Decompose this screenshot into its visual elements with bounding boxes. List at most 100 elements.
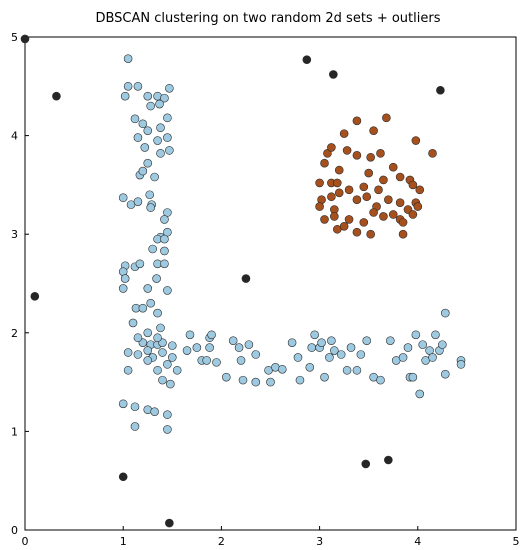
scatter-point: [352, 151, 362, 160]
scatter-point: [150, 407, 159, 416]
scatter-point: [158, 348, 167, 357]
scatter-point: [415, 185, 425, 195]
scatter-point: [205, 343, 214, 352]
scatter-point: [334, 188, 344, 198]
chart-title: DBSCAN clustering on two random 2d sets …: [95, 11, 440, 26]
scatter-point: [376, 149, 385, 158]
scatter-point: [359, 182, 369, 192]
scatter-point: [408, 180, 418, 190]
scatter-point: [411, 330, 421, 340]
scatter-point: [228, 336, 238, 345]
scatter-point: [244, 340, 254, 349]
scatter-point: [315, 202, 324, 211]
scatter-point: [344, 215, 354, 224]
scatter-point: [408, 210, 418, 219]
scatter-point: [364, 168, 374, 178]
scatter-point: [128, 318, 138, 328]
scatter-point: [156, 149, 165, 158]
x-tick-label: 3: [316, 535, 323, 548]
scatter-point: [266, 377, 275, 387]
scatter-point: [366, 229, 375, 239]
y-tick-label: 5: [11, 31, 18, 44]
scatter-point: [160, 246, 169, 256]
scatter-point: [133, 350, 143, 359]
scatter-point: [362, 192, 372, 202]
scatter-point: [143, 328, 153, 338]
scatter-point: [352, 365, 362, 375]
scatter-point: [431, 330, 440, 340]
scatter-point: [120, 274, 130, 283]
scatter-point: [277, 364, 287, 374]
scatter-point: [143, 126, 153, 135]
scatter-point: [153, 333, 162, 343]
x-tick-label: 0: [22, 535, 29, 548]
scatter-point: [398, 353, 408, 362]
scatter-point: [118, 284, 128, 293]
scatter-point: [123, 348, 133, 357]
scatter-point: [415, 389, 425, 399]
scatter-point: [352, 195, 362, 204]
scatter-point: [403, 343, 413, 352]
scatter-point: [382, 113, 391, 123]
scatter-point: [138, 303, 148, 313]
scatter-point: [339, 129, 349, 138]
scatter-point: [251, 377, 261, 387]
scatter-point: [342, 146, 352, 155]
scatter-point: [395, 172, 405, 182]
scatter-point: [398, 218, 408, 227]
scatter-point: [160, 215, 169, 224]
scatter-point: [207, 330, 216, 340]
scatter-point: [384, 195, 393, 204]
scatter-point: [160, 234, 169, 244]
scatter-point: [408, 372, 418, 382]
scatter-point: [342, 365, 352, 375]
scatter-point: [30, 292, 40, 301]
scatter-point: [20, 34, 30, 44]
scatter-point: [52, 91, 61, 101]
scatter-point: [133, 82, 143, 91]
scatter-point: [251, 350, 261, 359]
scatter-point: [138, 166, 148, 176]
scatter-points: [20, 34, 466, 528]
scatter-point: [163, 286, 172, 295]
scatter-point: [153, 365, 162, 375]
scatter-point: [146, 101, 155, 111]
scatter-point: [118, 399, 128, 409]
scatter-point: [118, 472, 128, 482]
scatter-point: [202, 356, 211, 365]
scatter-point: [156, 123, 165, 133]
scatter-point: [379, 175, 388, 185]
scatter-point: [330, 346, 339, 355]
scatter-point: [238, 375, 248, 385]
scatter-point: [163, 360, 172, 369]
scatter-point: [130, 402, 140, 412]
scatter-point: [295, 375, 305, 385]
scatter-point: [456, 360, 466, 369]
x-tick-label: 1: [120, 535, 127, 548]
x-axis: 0 1 2 3 4 5: [22, 526, 520, 548]
scatter-point: [376, 375, 385, 385]
x-tick-label: 2: [218, 535, 225, 548]
scatter-point: [130, 114, 140, 124]
scatter-point: [135, 259, 145, 269]
scatter-point: [236, 356, 246, 365]
scatter-point: [310, 330, 319, 340]
scatter-point: [156, 323, 165, 333]
scatter-point: [155, 99, 164, 109]
scatter-point: [428, 353, 437, 362]
scatter-point: [315, 178, 324, 188]
scatter-point: [388, 210, 398, 219]
scatter-point: [440, 308, 450, 318]
scatter-point: [428, 149, 437, 158]
scatter-point: [418, 340, 428, 349]
scatter-point: [163, 425, 172, 434]
scatter-point: [384, 455, 393, 465]
scatter-point: [374, 185, 383, 195]
y-tick-label: 3: [11, 228, 18, 241]
scatter-point: [172, 365, 182, 375]
scatter-point: [153, 308, 162, 318]
scatter-point: [123, 54, 133, 63]
scatter-point: [330, 212, 339, 221]
scatter-point: [329, 70, 338, 79]
scatter-point: [327, 143, 336, 152]
